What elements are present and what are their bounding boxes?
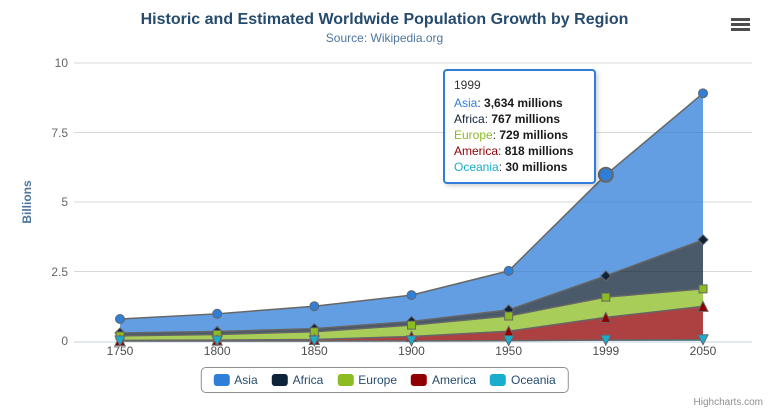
tooltip-header: 1999	[454, 78, 481, 92]
y-axis-label-0: 0	[61, 334, 68, 348]
marker-oceania-2050[interactable]	[697, 334, 709, 346]
marker-oceania-1800[interactable]	[211, 335, 223, 348]
tooltip-row-africa: Africa: 767 millions	[454, 112, 561, 126]
x-axis-label-1750: 1750	[106, 344, 134, 358]
marker-asia-1900[interactable]	[406, 290, 417, 301]
legend-label-africa: Africa	[292, 373, 324, 387]
y-axis-label-7.5: 7.5	[51, 125, 68, 140]
marker-oceania-1950[interactable]	[502, 335, 515, 347]
legend-label-europe: Europe	[358, 373, 398, 387]
marker-oceania-1850[interactable]	[308, 335, 321, 348]
legend-item-europe[interactable]: Europe	[337, 373, 397, 387]
marker-oceania-1750[interactable]	[114, 335, 126, 348]
x-axis-label-1900: 1900	[398, 344, 425, 358]
legend-label-oceania: Oceania	[511, 373, 556, 387]
tooltip-row-europe: Europe: 729 millions	[454, 128, 569, 142]
tooltip-row-america: America: 818 millions	[454, 144, 574, 158]
area-america[interactable]	[120, 306, 704, 341]
y-axis-label-2.5: 2.5	[51, 264, 68, 279]
tooltip-row-asia: Asia: 3,634 millions	[454, 96, 563, 110]
marker-asia-1750[interactable]	[115, 314, 125, 325]
marker-oceania-1999[interactable]	[600, 334, 612, 347]
marker-europe-1999[interactable]	[601, 292, 611, 302]
legend-item-africa[interactable]: Africa	[271, 373, 324, 387]
marker-asia-1800[interactable]	[212, 308, 223, 319]
chart-subtitle: Source: Wikipedia.org	[325, 31, 444, 45]
tooltip: 1999 Asia: 3,634 millions Africa: 767 mil…	[443, 69, 596, 184]
legend-label-america: America	[432, 373, 477, 387]
legend: Asia Africa Europe America Oceania	[200, 367, 569, 393]
area-asia[interactable]	[120, 93, 704, 333]
marker-america-2050[interactable]	[697, 300, 709, 312]
chart-title: Historic and Estimated Worldwide Populat…	[140, 11, 629, 28]
marker-europe-1950[interactable]	[504, 311, 514, 321]
marker-europe-1900[interactable]	[407, 320, 416, 330]
tooltip-rows: Asia: 3,634 millions Africa: 767 millions…	[454, 95, 585, 175]
marker-europe-2050[interactable]	[698, 284, 708, 294]
y-axis-label-10: 10	[54, 56, 68, 70]
marker-africa-2050[interactable]	[697, 234, 709, 246]
x-axis-label-1850: 1850	[300, 344, 328, 358]
export-menu-button[interactable]	[729, 14, 754, 36]
legend-swatch-america	[411, 374, 428, 386]
legend-item-asia[interactable]: Asia	[213, 373, 258, 387]
marker-asia-2050[interactable]	[698, 88, 709, 99]
legend-item-america[interactable]: America	[411, 373, 476, 387]
x-axis-label-1999: 1999	[592, 344, 620, 358]
legend-swatch-africa	[271, 374, 288, 386]
legend-swatch-oceania	[490, 374, 507, 386]
legend-item-oceania[interactable]: Oceania	[490, 373, 556, 387]
tooltip-row-oceania: Oceania: 30 millions	[454, 160, 568, 174]
marker-america-1999[interactable]	[600, 311, 612, 323]
marker-asia-1999[interactable]	[597, 166, 614, 183]
x-axis-label-1950: 1950	[495, 344, 523, 358]
marker-asia-1850[interactable]	[309, 301, 320, 312]
legend-label-asia: Asia	[234, 373, 258, 387]
credits-link[interactable]: Highcharts.com	[693, 397, 763, 408]
x-axis-label-2050: 2050	[689, 344, 717, 358]
y-axis-label-5: 5	[61, 195, 68, 209]
marker-asia-1950[interactable]	[503, 265, 514, 276]
hamburger-menu-icon	[731, 17, 752, 31]
marker-oceania-1900[interactable]	[405, 335, 418, 347]
marker-africa-1999[interactable]	[600, 270, 612, 282]
legend-swatch-europe	[337, 374, 354, 386]
legend-swatch-asia	[213, 374, 230, 386]
area-africa[interactable]	[120, 239, 704, 336]
x-axis-label-1800: 1800	[203, 344, 231, 358]
